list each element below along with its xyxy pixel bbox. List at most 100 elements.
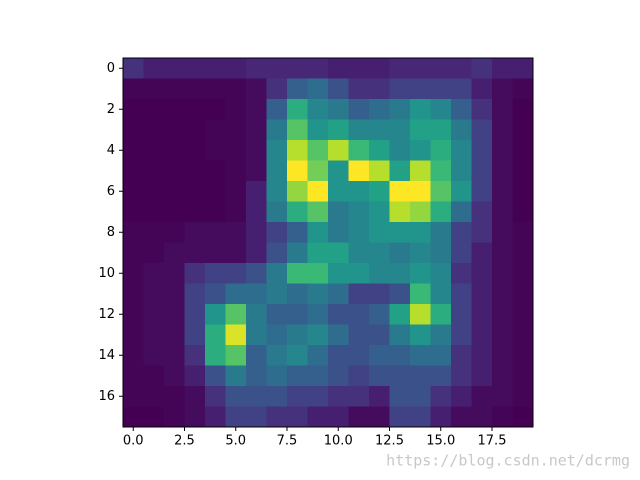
axes: 0.0 2.5 5.0 7.5 10.0 12.5 15.0 17.5 0 2 4 6 8 10 12 14 1… xyxy=(98,57,534,449)
heatmap-cell xyxy=(143,345,165,366)
heatmap-cell xyxy=(266,201,288,223)
heatmap-cell xyxy=(287,222,308,243)
heatmap-cell xyxy=(184,58,206,79)
heatmap-cell xyxy=(287,386,308,407)
heatmap-cell xyxy=(430,345,452,366)
heatmap-cell xyxy=(389,242,411,264)
heatmap-cell xyxy=(164,304,185,325)
heatmap-cell xyxy=(471,386,493,407)
heatmap-cell xyxy=(348,345,370,366)
heatmap-cell xyxy=(307,222,329,243)
heatmap-cell xyxy=(225,263,247,284)
heatmap-cell xyxy=(246,99,267,120)
heatmap-cell xyxy=(123,78,144,100)
heatmap-cell xyxy=(451,181,472,202)
heatmap-cell xyxy=(492,119,513,141)
heatmap-cell xyxy=(389,140,411,161)
heatmap-cell xyxy=(123,345,144,366)
heatmap-cell xyxy=(410,365,431,387)
heatmap-cell xyxy=(512,324,534,346)
heatmap-cell xyxy=(143,263,165,284)
heatmap-cell xyxy=(512,406,534,428)
heatmap-cell xyxy=(143,283,165,305)
heatmap-cell xyxy=(143,324,165,346)
heatmap-cell xyxy=(328,201,349,223)
heatmap-cell xyxy=(246,283,267,305)
heatmap-cell xyxy=(287,140,308,161)
heatmap-cell xyxy=(307,58,329,79)
heatmap-cell xyxy=(205,324,226,346)
heatmap-cell xyxy=(369,365,390,387)
heatmap-cell xyxy=(184,324,206,346)
heatmap-cell xyxy=(471,181,493,202)
heatmap-cell xyxy=(307,242,329,264)
heatmap-cell xyxy=(287,263,308,284)
heatmap-cell xyxy=(430,324,452,346)
y-tick-label: 2 xyxy=(107,102,115,117)
heatmap-cell xyxy=(246,263,267,284)
heatmap-cell xyxy=(225,345,247,366)
y-tick-label: 6 xyxy=(107,184,115,199)
heatmap-cell xyxy=(266,345,288,366)
heatmap-cell xyxy=(266,222,288,243)
y-tick-label: 10 xyxy=(98,266,115,281)
heatmap-cell xyxy=(451,304,472,325)
heatmap-cell xyxy=(369,242,390,264)
heatmap-cell xyxy=(369,78,390,100)
heatmap-cell xyxy=(430,160,452,182)
heatmap-cell xyxy=(266,99,288,120)
heatmap-cell xyxy=(389,283,411,305)
y-tick-label: 4 xyxy=(107,143,115,158)
heatmap-cell xyxy=(492,283,513,305)
watermark: https://blog.csdn.net/dcrmg xyxy=(386,452,630,470)
heatmap-cell xyxy=(451,283,472,305)
heatmap-cell xyxy=(123,406,144,428)
heatmap-cell xyxy=(410,222,431,243)
heatmap-cell xyxy=(512,263,534,284)
heatmap-cell xyxy=(348,201,370,223)
heatmap-cell xyxy=(123,386,144,407)
heatmap-cell xyxy=(246,119,267,141)
heatmap-cell xyxy=(410,263,431,284)
heatmap-cell xyxy=(246,406,267,428)
heatmap-cell xyxy=(451,263,472,284)
heatmap-cell xyxy=(451,222,472,243)
heatmap-cell xyxy=(164,242,185,264)
heatmap-cell xyxy=(328,222,349,243)
heatmap-cell xyxy=(246,386,267,407)
heatmap-cell xyxy=(164,345,185,366)
heatmap-cell xyxy=(307,160,329,182)
heatmap-cell xyxy=(328,365,349,387)
heatmap-cell xyxy=(430,365,452,387)
heatmap-cell xyxy=(389,406,411,428)
heatmap-cell xyxy=(307,99,329,120)
heatmap-cell xyxy=(328,78,349,100)
heatmap-cell xyxy=(369,324,390,346)
heatmap-cell xyxy=(451,242,472,264)
heatmap-cell xyxy=(123,119,144,141)
heatmap-cell xyxy=(389,263,411,284)
heatmap-cell xyxy=(266,119,288,141)
heatmap-cell xyxy=(307,386,329,407)
heatmap-cell xyxy=(287,201,308,223)
heatmap-cell xyxy=(348,324,370,346)
heatmap-cell xyxy=(430,386,452,407)
x-tick-label: 7.5 xyxy=(277,434,298,449)
heatmap-cell xyxy=(225,386,247,407)
heatmap-cell xyxy=(471,345,493,366)
heatmap-cell xyxy=(205,386,226,407)
heatmap-cell xyxy=(471,140,493,161)
heatmap-cell xyxy=(266,263,288,284)
heatmap-cell xyxy=(389,222,411,243)
heatmap-cell xyxy=(246,78,267,100)
heatmap-cell xyxy=(123,201,144,223)
heatmap-cell xyxy=(246,201,267,223)
heatmap-cell xyxy=(164,263,185,284)
heatmap-cell xyxy=(123,365,144,387)
heatmap-cell xyxy=(184,140,206,161)
heatmap-cell xyxy=(471,365,493,387)
heatmap-cell xyxy=(369,222,390,243)
heatmap-cell xyxy=(205,365,226,387)
heatmap-cell xyxy=(512,58,534,79)
